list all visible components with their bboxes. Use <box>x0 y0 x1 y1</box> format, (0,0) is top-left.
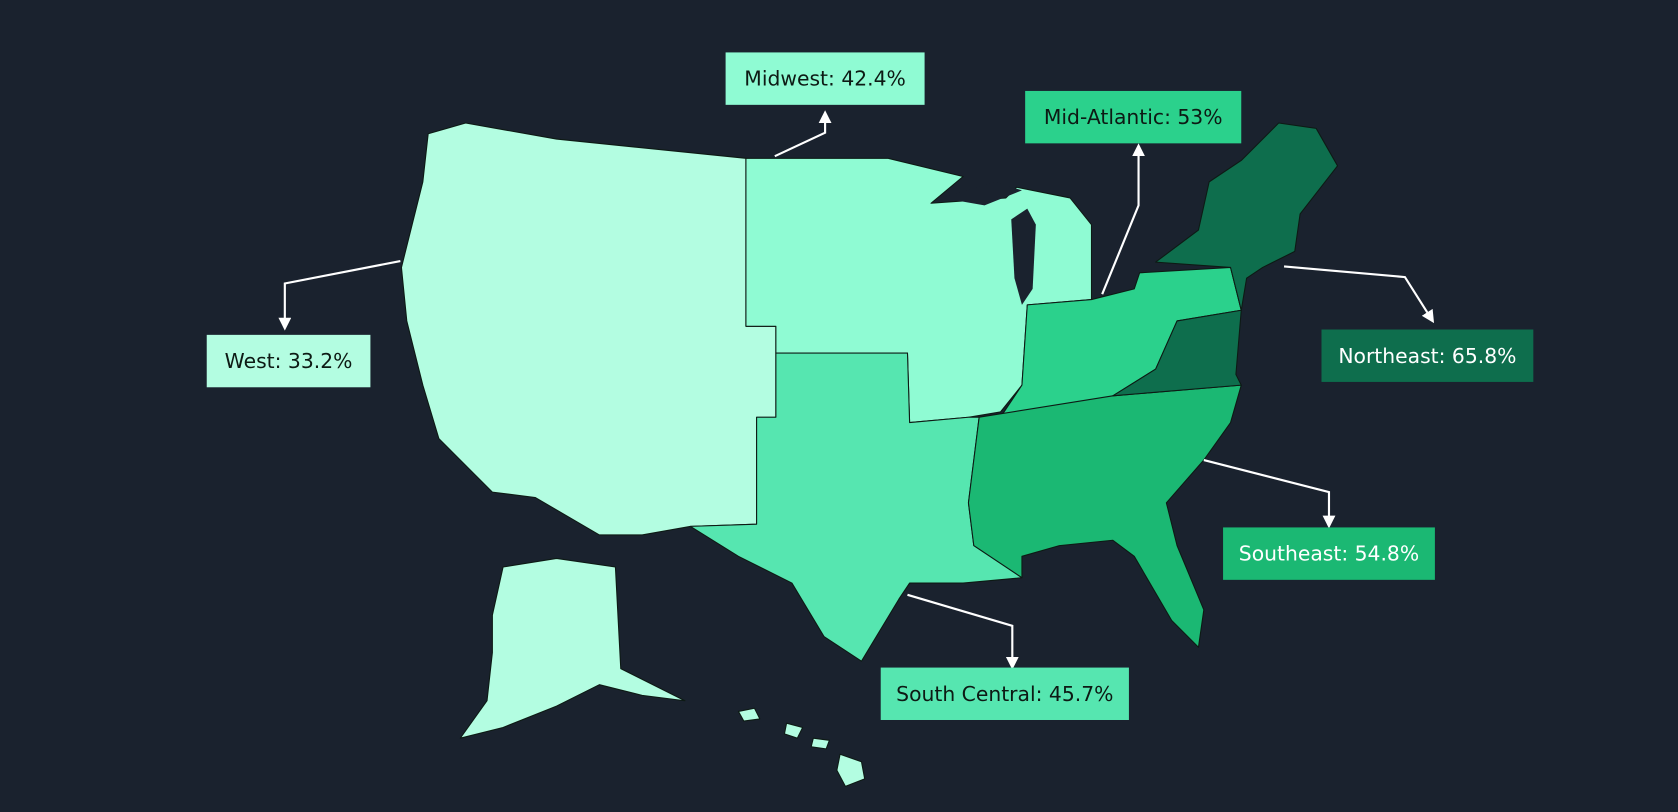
leader-line <box>907 593 1019 670</box>
region-label: South Central: 45.7% <box>896 682 1113 706</box>
region-label: Southeast: 54.8% <box>1239 542 1419 566</box>
region-shape <box>689 352 1023 662</box>
region-label: West: 33.2% <box>225 349 353 373</box>
label-box <box>206 334 371 388</box>
region-shape <box>783 722 804 739</box>
label-box <box>1223 527 1435 580</box>
region-shape <box>836 753 866 787</box>
region-label: Mid-Atlantic: 53% <box>1044 105 1223 129</box>
leader-line <box>1283 265 1435 324</box>
leader-line <box>1101 143 1145 295</box>
label-box <box>1025 90 1242 144</box>
region-shape <box>967 384 1242 648</box>
region-shape <box>810 737 830 750</box>
leader-line <box>1203 458 1336 529</box>
label-box <box>725 52 925 105</box>
region-label: Midwest: 42.4% <box>744 67 906 91</box>
label-box <box>1321 329 1534 382</box>
lake <box>1011 208 1036 305</box>
region-shape <box>737 707 761 722</box>
leader-line <box>774 110 832 158</box>
region-shape <box>400 122 777 536</box>
region-shape <box>459 557 686 739</box>
label-box <box>880 667 1129 720</box>
region-shape <box>1112 122 1339 397</box>
leader-line <box>278 259 401 331</box>
region-label: Northeast: 65.8% <box>1338 344 1516 368</box>
lake <box>941 181 1022 206</box>
